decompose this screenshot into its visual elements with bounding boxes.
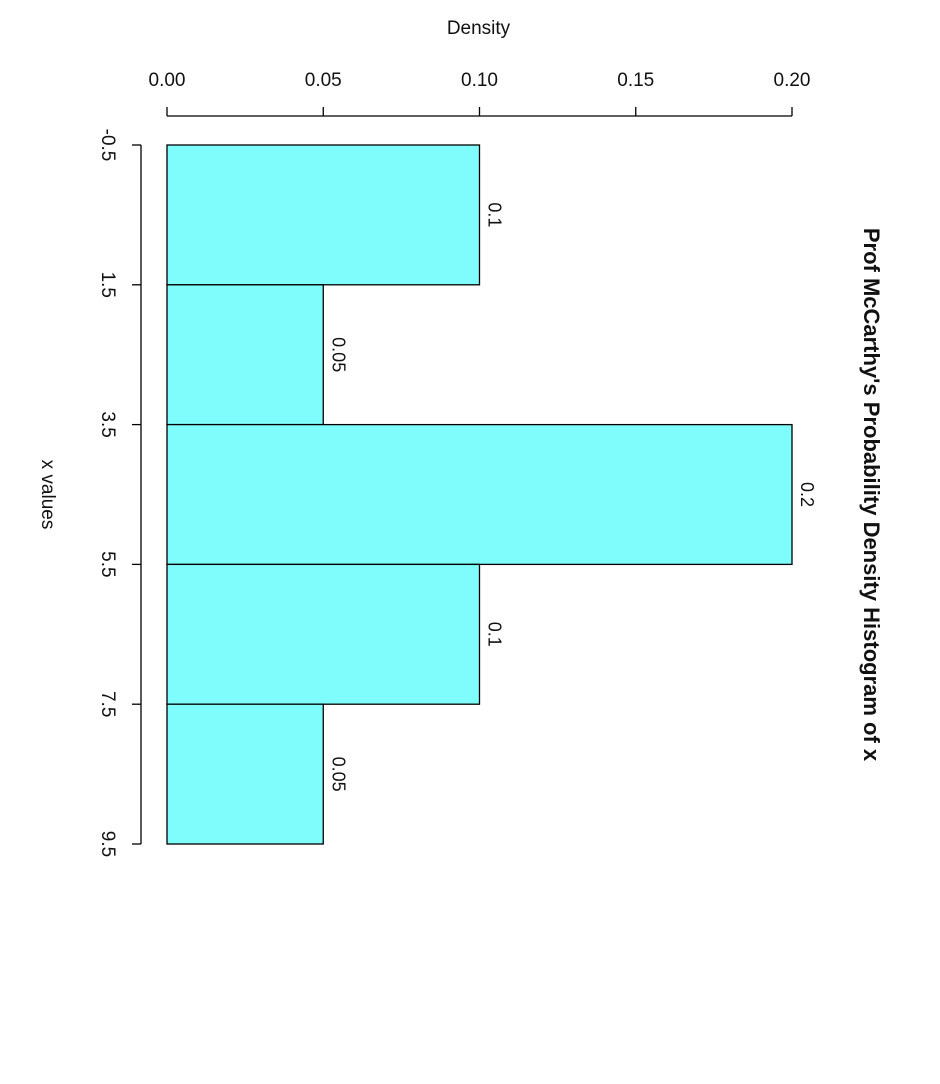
x-values-tick-label: -0.5 (97, 129, 118, 162)
bar-value-label: 0.2 (797, 482, 817, 507)
histogram-bar (166, 703, 324, 845)
bar-value-label: 0.1 (485, 202, 505, 227)
x-values-axis: -0.5 1.5 3.5 5.5 7.5 9.5 (97, 129, 142, 857)
bar-labels-group: 0.1 0.05 0.2 0.1 0.05 (328, 202, 817, 791)
histogram-bar (166, 144, 481, 286)
x-values-tick-label: 1.5 (97, 272, 118, 298)
density-tick-label: 0.20 (774, 70, 811, 91)
density-tick-label: 0.00 (149, 70, 186, 91)
density-tick-label: 0.15 (617, 70, 654, 91)
bar-value-label: 0.05 (328, 337, 348, 372)
density-tick-label: 0.05 (305, 70, 342, 91)
chart-title: Prof McCarthy's Probability Density Hist… (859, 228, 884, 762)
histogram-bar (166, 563, 481, 705)
bar-value-label: 0.1 (485, 622, 505, 647)
x-values-tick-label: 3.5 (97, 411, 118, 437)
density-tick-label: 0.10 (461, 70, 498, 91)
histogram-bar (166, 284, 324, 426)
x-values-tick-label: 5.5 (97, 551, 118, 577)
bar-value-label: 0.05 (328, 757, 348, 792)
x-values-tick-label: 9.5 (97, 831, 118, 857)
density-axis-title: Density (447, 18, 511, 39)
bars-group (166, 144, 793, 845)
x-values-axis-title: x values (37, 460, 58, 530)
x-values-tick-label: 7.5 (97, 691, 118, 717)
histogram-bar (166, 423, 793, 566)
density-axis: 0.00 0.05 0.10 0.15 0.20 (149, 70, 811, 117)
